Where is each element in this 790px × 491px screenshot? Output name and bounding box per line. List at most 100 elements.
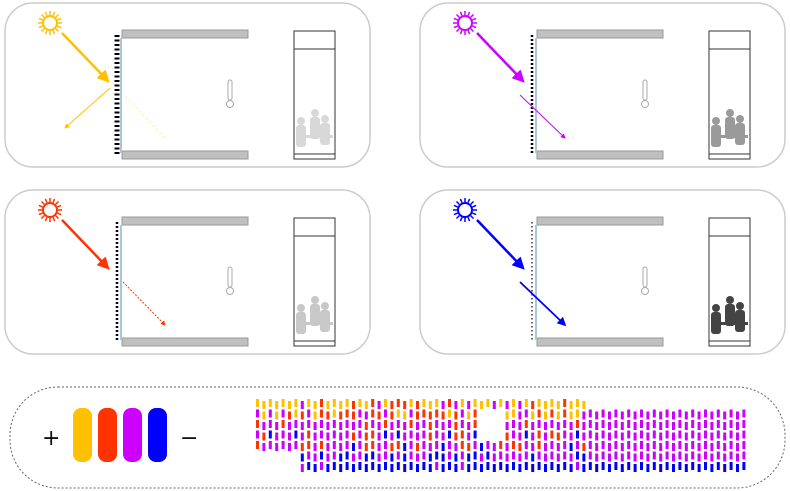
timeline-tile	[537, 441, 541, 449]
sun-ray	[44, 198, 48, 203]
timeline-tile	[550, 409, 554, 418]
timeline-tile	[556, 453, 560, 462]
timeline-tile	[569, 401, 573, 409]
timeline-tile	[556, 422, 560, 430]
timeline-tile	[614, 451, 618, 460]
timeline-tile	[537, 420, 541, 428]
sun-ray	[57, 25, 62, 29]
sun-ray	[459, 217, 463, 222]
timeline-tile	[691, 451, 695, 460]
timeline-tile	[697, 443, 701, 451]
timeline-tile	[300, 432, 304, 441]
sun-ray	[52, 30, 56, 35]
timeline-tile	[588, 409, 592, 418]
sun-ray	[52, 11, 56, 16]
timeline-tile	[736, 411, 739, 420]
table	[712, 135, 748, 138]
timeline-tile	[448, 451, 451, 460]
sun-ray	[52, 198, 56, 203]
timeline-tile	[652, 430, 656, 439]
timeline-tile	[659, 443, 663, 451]
timeline-tile	[710, 422, 714, 430]
timeline-tile	[268, 420, 272, 428]
timeline-tile	[339, 401, 343, 409]
timeline-tile	[678, 409, 682, 418]
timeline-tile	[531, 453, 535, 462]
timeline-tile	[550, 462, 554, 470]
timeline-tile	[416, 411, 419, 420]
timeline-tile	[403, 464, 407, 472]
timeline-tile	[505, 453, 509, 462]
timeline-tile	[563, 430, 567, 439]
timeline-tile	[384, 430, 387, 439]
timeline-tile	[595, 443, 599, 451]
sun-disc	[42, 15, 58, 31]
timeline-tile	[281, 420, 285, 428]
timeline-tile	[716, 451, 720, 460]
timeline-tile	[345, 441, 349, 449]
timeline-tile	[499, 451, 503, 460]
timeline-tile	[467, 453, 471, 462]
timeline-tile	[704, 441, 707, 449]
timeline-tile	[345, 430, 349, 439]
timeline-tile	[473, 462, 477, 470]
timeline-tile	[582, 453, 586, 462]
timeline-tile	[678, 430, 682, 439]
ceiling-slab	[121, 29, 249, 39]
timeline-tile	[275, 411, 279, 420]
timeline-tile	[448, 430, 451, 439]
timeline-tile	[499, 399, 503, 407]
timeline-tile	[288, 411, 291, 420]
timeline-tile	[601, 441, 605, 449]
floor-slab	[536, 337, 664, 347]
timeline-tile	[422, 430, 426, 439]
timeline-tile	[640, 420, 643, 428]
timeline-tile	[396, 399, 400, 407]
timeline-tile	[652, 441, 656, 449]
timeline-tile	[339, 411, 343, 420]
timeline-tile	[710, 411, 714, 420]
timeline-tile	[608, 422, 611, 430]
timeline-tile	[627, 420, 631, 428]
timeline-tile	[492, 453, 496, 462]
timeline-tile	[588, 441, 592, 449]
timeline-tile	[409, 420, 413, 428]
floor-slab	[121, 150, 249, 160]
timeline-tile	[665, 430, 669, 439]
timeline-tile	[332, 462, 336, 470]
timeline-tile	[403, 443, 407, 451]
timeline-tile	[633, 464, 637, 472]
timeline-tile	[672, 432, 675, 441]
timeline-tile	[473, 451, 477, 460]
timeline-tile	[614, 409, 618, 418]
timeline-tile	[288, 443, 291, 451]
timeline-tile	[652, 420, 656, 428]
timeline-tile	[371, 399, 375, 407]
timeline-tile	[364, 432, 368, 441]
timeline-tile	[588, 462, 592, 470]
timeline-tile	[512, 409, 515, 418]
timeline-tile	[467, 464, 471, 472]
table	[297, 322, 333, 325]
timeline-tile	[512, 399, 515, 407]
timeline-tile	[448, 462, 451, 470]
timeline-tile	[377, 432, 381, 441]
timeline-tile	[729, 409, 733, 418]
timeline-tile	[281, 409, 285, 418]
sun-ray	[38, 204, 43, 208]
timeline-tile	[300, 464, 304, 472]
timeline-tile	[377, 411, 381, 420]
timeline-tile	[710, 443, 714, 451]
timeline-tile	[428, 432, 432, 441]
timeline-tile	[544, 422, 547, 430]
person-body	[320, 123, 330, 145]
timeline-tile	[377, 443, 381, 451]
timeline-tile	[588, 430, 592, 439]
timeline-tile	[256, 430, 259, 439]
minus-label: −	[180, 426, 198, 451]
timeline-tile	[723, 432, 727, 441]
timeline-tile	[409, 409, 413, 418]
timeline-tile	[576, 451, 579, 460]
timeline-tile	[326, 411, 330, 420]
timeline-tile	[371, 420, 375, 428]
